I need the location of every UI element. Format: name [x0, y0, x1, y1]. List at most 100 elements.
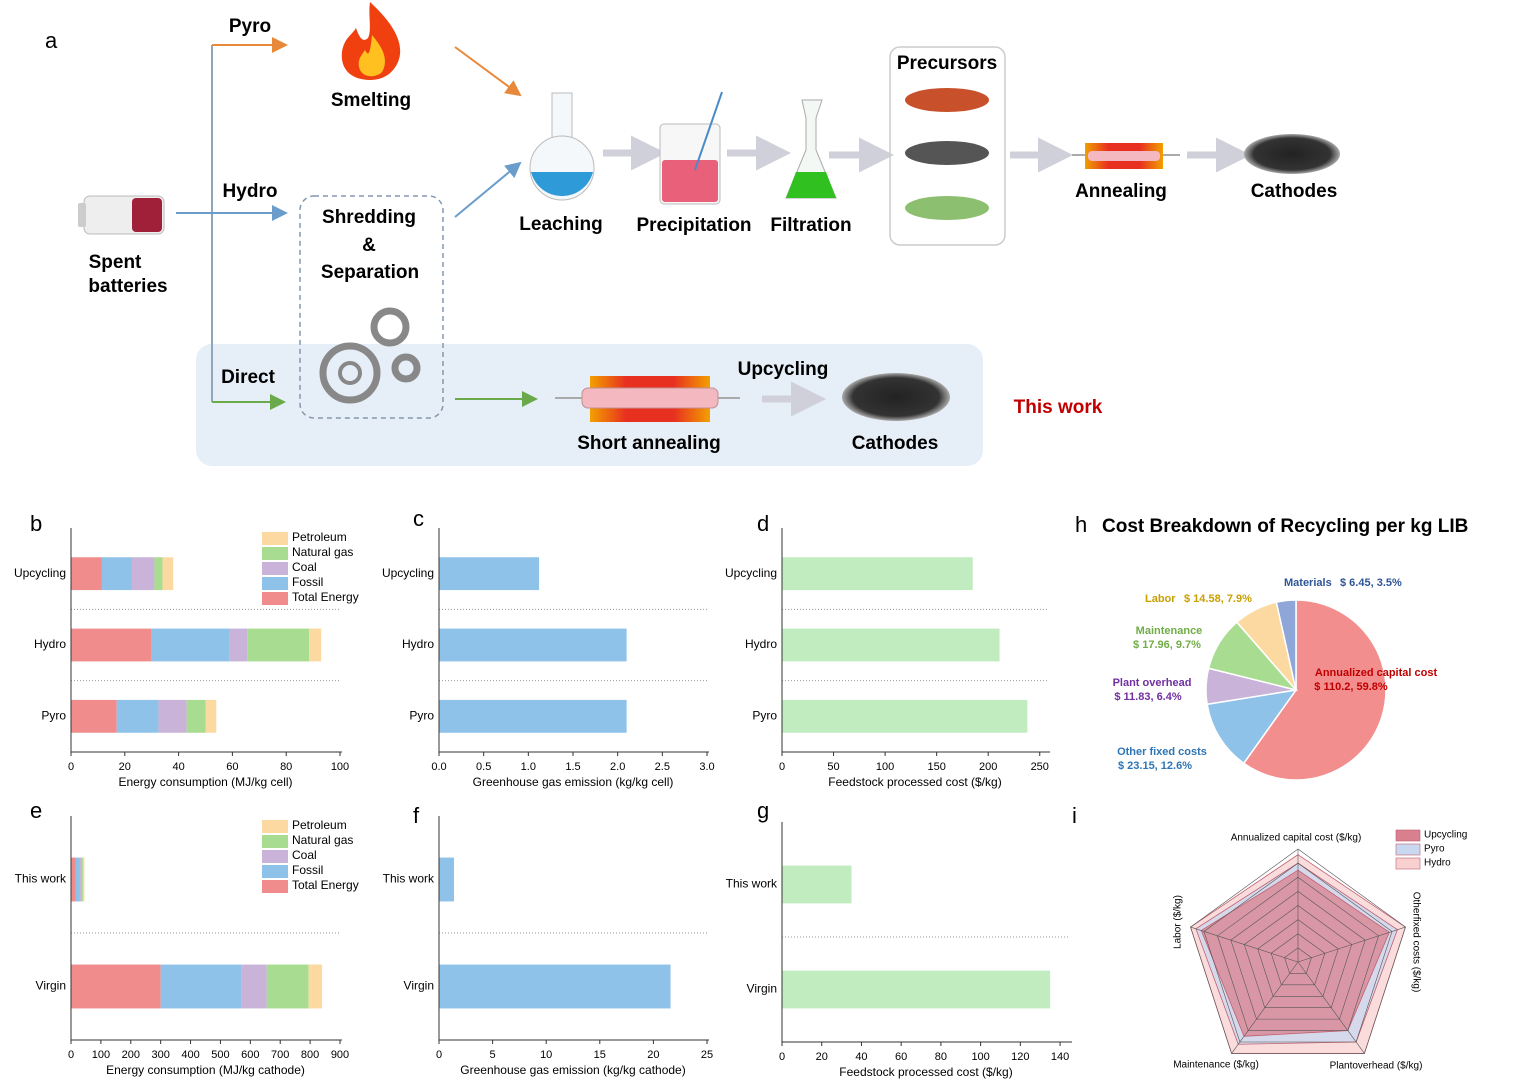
label: Direct [221, 367, 276, 388]
bar-segment [79, 857, 82, 902]
slice-value-label: $ 17.96, 9.7% [1133, 639, 1201, 651]
panel-label: c [413, 506, 424, 531]
x-tick-label: 500 [211, 1049, 229, 1061]
y-tick-label: Upcycling [725, 566, 777, 580]
legend-label: Hydro [1424, 858, 1451, 869]
bar-segment [71, 557, 102, 591]
cathode-icon [842, 373, 950, 421]
legend-label: Pyro [1424, 844, 1445, 855]
bar-segment [162, 557, 174, 591]
slice-value-label: $ 6.45, 3.5% [1340, 577, 1402, 589]
slice-label: Other fixed costs [1117, 746, 1207, 758]
label: batteries [88, 276, 167, 297]
x-tick-label: 120 [1011, 1051, 1029, 1063]
bar-segment [266, 964, 309, 1009]
panel-label: b [30, 511, 42, 536]
slice-value-label: $ 11.83, 6.4% [1114, 691, 1181, 703]
legend-swatch [1395, 843, 1421, 856]
pie-slice [1206, 688, 1298, 765]
bar [782, 865, 852, 904]
x-tick-label: 900 [331, 1049, 349, 1061]
x-tick-label: 1.5 [565, 761, 580, 773]
panel-label: h [1075, 512, 1087, 537]
legend-swatch [262, 820, 288, 833]
slice-value-label: $ 110.2, 59.8% [1314, 681, 1388, 693]
x-tick-label: 80 [280, 761, 292, 773]
spoke [1297, 926, 1406, 963]
x-tick-label: 2.5 [655, 761, 670, 773]
axis-label: Otherfixed costs ($/kg) [1410, 892, 1421, 993]
process-arrows [603, 135, 1251, 417]
x-tick-label: 250 [1031, 761, 1049, 773]
panel-label: d [757, 511, 769, 536]
slice-label: Annualized capital cost [1315, 667, 1438, 679]
y-tick-label: Virgin [36, 979, 66, 993]
x-tick-label: 80 [935, 1051, 947, 1063]
bar [782, 557, 973, 591]
y-tick-label: Pyro [409, 709, 434, 723]
bar-segment [160, 964, 242, 1009]
y-tick-label: This work [726, 877, 778, 891]
bar-segment [205, 699, 217, 733]
label: Pyro [229, 16, 271, 37]
label: Cathodes [1251, 181, 1338, 202]
panel-label: a [45, 28, 58, 53]
gears-icon [319, 307, 421, 404]
x-tick-label: 150 [927, 761, 945, 773]
bar [782, 628, 1000, 662]
x-tick-label: 800 [301, 1049, 319, 1061]
axis-label: Labor ($/kg) [1173, 895, 1184, 949]
x-axis-label: Greenhouse gas emission (kg/kg cathode) [460, 1063, 685, 1077]
axis-label: Annualized capital cost ($/kg) [1231, 833, 1362, 844]
x-tick-label: 0.5 [476, 761, 491, 773]
x-tick-label: 0 [68, 1049, 74, 1061]
diagram: a Pyro Smelting Hydro Spent batteries Sh… [45, 2, 1340, 466]
grid-ring [1284, 947, 1312, 974]
x-axis-label: Energy consumption (MJ/kg cell) [118, 775, 292, 789]
y-tick-label: Virgin [747, 982, 777, 996]
panel-label: f [413, 803, 420, 828]
x-tick-label: 40 [855, 1051, 867, 1063]
bar-segment [247, 628, 310, 662]
flame-icon [341, 2, 401, 80]
bar-segment [229, 628, 248, 662]
x-tick-label: 0 [436, 1049, 442, 1061]
x-tick-label: 40 [172, 761, 184, 773]
legend-swatch [262, 865, 288, 878]
bar-segment [131, 557, 155, 591]
x-tick-label: 20 [816, 1051, 828, 1063]
bar-segment [158, 699, 187, 733]
label: Spent [89, 252, 142, 273]
x-tick-label: 300 [151, 1049, 169, 1061]
y-tick-label: Upcycling [382, 566, 434, 580]
x-tick-label: 200 [122, 1049, 140, 1061]
label: This work [1014, 397, 1103, 418]
bar-segment [151, 628, 230, 662]
label: Leaching [519, 214, 602, 235]
legend-swatch [1395, 857, 1421, 870]
label: Hydro [223, 181, 278, 202]
legend-swatch [262, 880, 288, 893]
legend-label: Upcycling [1424, 830, 1467, 841]
y-tick-label: This work [383, 872, 435, 886]
label: Filtration [770, 215, 851, 236]
annealing-tube [1072, 143, 1180, 169]
legend-swatch [262, 547, 288, 560]
x-tick-label: 700 [271, 1049, 289, 1061]
label: Precipitation [636, 215, 751, 236]
x-tick-label: 25 [701, 1049, 713, 1061]
x-tick-label: 20 [647, 1049, 659, 1061]
bar-segment [308, 964, 323, 1009]
bar-segment [71, 699, 117, 733]
x-tick-label: 50 [827, 761, 839, 773]
slice-value-label: $ 14.58, 7.9% [1184, 593, 1252, 605]
x-tick-label: 5 [490, 1049, 496, 1061]
grid-ring [1203, 862, 1393, 1043]
legend-label: Petroleum [292, 818, 347, 832]
x-axis-label: Feedstock processed cost ($/kg) [828, 775, 1001, 789]
beaker-icon [659, 91, 723, 205]
pie-slice [1242, 599, 1387, 781]
panel-label: g [757, 798, 769, 823]
x-tick-label: 1.0 [521, 761, 536, 773]
